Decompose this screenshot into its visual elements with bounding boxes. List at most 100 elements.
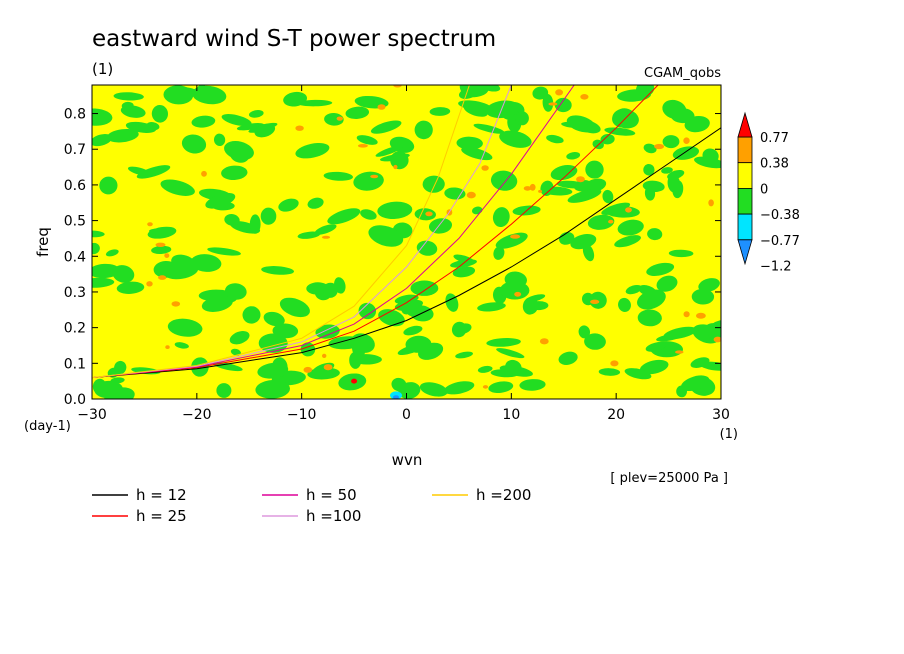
contour-patch-positive (539, 338, 549, 345)
contour-patch-negative (92, 263, 120, 279)
contour-patch-positive (675, 350, 684, 354)
y-axis-unit: (day-1) (24, 419, 71, 434)
contour-patch-negative (570, 234, 597, 250)
contour-patch-negative (573, 180, 593, 192)
contour-patch-negative (492, 207, 510, 228)
contour-patch-negative (668, 249, 694, 258)
contour-patch-negative (224, 214, 240, 226)
contour-patch-negative (278, 198, 299, 212)
contour-patch-negative (453, 254, 475, 264)
contour-patch-positive (377, 104, 386, 110)
contour-patch-negative (667, 169, 685, 180)
contour-patch-negative (515, 111, 529, 126)
colorbar-segment (737, 213, 753, 241)
contour-patch-negative (221, 165, 248, 181)
contour-patch-positive (529, 183, 536, 191)
contour-patch-positive (610, 360, 619, 367)
contour-patch-negative (224, 283, 247, 300)
x-tick-label: −10 (287, 407, 317, 423)
contour-patch-positive (165, 345, 170, 349)
contour-patch-positive (164, 253, 170, 258)
contour-patch-positive (322, 353, 327, 358)
y-tick-label: 0.8 (64, 107, 86, 123)
contour-patch-negative (92, 108, 113, 126)
contour-patch-negative (160, 179, 195, 196)
contour-patch-negative (604, 127, 636, 136)
contour-patch-negative (404, 299, 423, 317)
contour-patch-negative (391, 377, 407, 392)
contour-patch-negative (694, 156, 721, 169)
contour-patch-negative (662, 135, 680, 149)
contour-patch-negative (260, 207, 277, 225)
contour-patch-negative (314, 224, 337, 235)
contour-patch-negative (532, 86, 549, 100)
contour-patch-negative (550, 165, 578, 181)
colorbar-tick-label: −0.38 (760, 208, 800, 223)
contour-patch-negative (661, 167, 673, 174)
contour-patch-negative (445, 293, 459, 312)
x-tick-label: −20 (182, 407, 212, 423)
contour-patch-positive (303, 366, 313, 373)
contour-patch-positive (708, 199, 714, 207)
legend-label: h = 12 (136, 486, 187, 504)
colorbar-tick-label: −1.2 (760, 260, 792, 275)
contour-patch-negative (279, 297, 310, 318)
contour-patch-positive (393, 164, 398, 170)
contour-patch-negative (378, 309, 405, 327)
contour-patch-positive (625, 207, 632, 213)
colorbar-segment (737, 136, 753, 164)
contour-patch-positive (336, 116, 343, 121)
y-tick-label: 0.5 (64, 214, 86, 230)
contour-patch-negative (297, 231, 321, 239)
contour-patch-negative (410, 280, 439, 296)
y-tick-label: 0.1 (64, 356, 86, 372)
contour-patch-negative (323, 171, 353, 181)
contour-patch-negative (92, 134, 112, 147)
contour-patch-negative (212, 362, 243, 372)
contour-patch-negative (578, 325, 591, 339)
contour-patch-negative (327, 208, 361, 225)
contour-patch-negative (428, 218, 453, 234)
contour-patch-negative (297, 99, 333, 107)
contour-patch-negative (624, 368, 652, 380)
contour-patch-negative (637, 289, 666, 310)
colorbar-top-triangle (737, 111, 753, 138)
contour-patch-negative (647, 228, 663, 241)
contour-patch-negative (625, 284, 642, 295)
contour-patch-negative (295, 142, 330, 159)
x-axis-unit: (1) (720, 427, 738, 442)
contour-patch-negative (698, 278, 720, 292)
contour-patch-negative (637, 309, 662, 327)
contour-patch-negative (216, 383, 232, 398)
contour-patch-negative (229, 331, 250, 345)
contour-patch-negative (345, 106, 370, 119)
contour-patch-max (351, 378, 358, 384)
contour-patch-negative (690, 357, 710, 368)
y-tick-label: 0.4 (64, 249, 86, 265)
contour-patch-negative (477, 365, 493, 373)
contour-patch-negative (461, 147, 493, 161)
contour-patch-negative (567, 189, 602, 203)
contour-patch-negative (125, 121, 157, 133)
contour-patch-negative (643, 164, 655, 176)
contour-patch-negative (113, 92, 144, 101)
x-tick-label: 10 (502, 407, 520, 423)
contour-patch-negative (105, 249, 119, 257)
contour-patch-negative (99, 176, 118, 195)
contour-patch-positive (590, 299, 600, 304)
contour-patch-negative (94, 380, 123, 399)
contour-patch-positive (548, 102, 558, 106)
contour-patch-negative (151, 105, 169, 123)
contour-patch-negative (192, 85, 227, 105)
y-axis-label: freq (34, 227, 52, 257)
level-annotation: [ plev=25000 Pa ] (610, 471, 728, 486)
contour-patch-positive (425, 211, 433, 217)
contour-patch-positive (323, 364, 333, 371)
contour-patch-negative (229, 147, 249, 163)
contour-patch-negative (504, 271, 527, 288)
contour-patch-positive (683, 137, 690, 144)
contour-patch-negative (236, 123, 264, 131)
contour-patch-positive (393, 85, 402, 88)
contour-patch-negative (602, 189, 614, 204)
contour-patch-negative (322, 282, 338, 298)
